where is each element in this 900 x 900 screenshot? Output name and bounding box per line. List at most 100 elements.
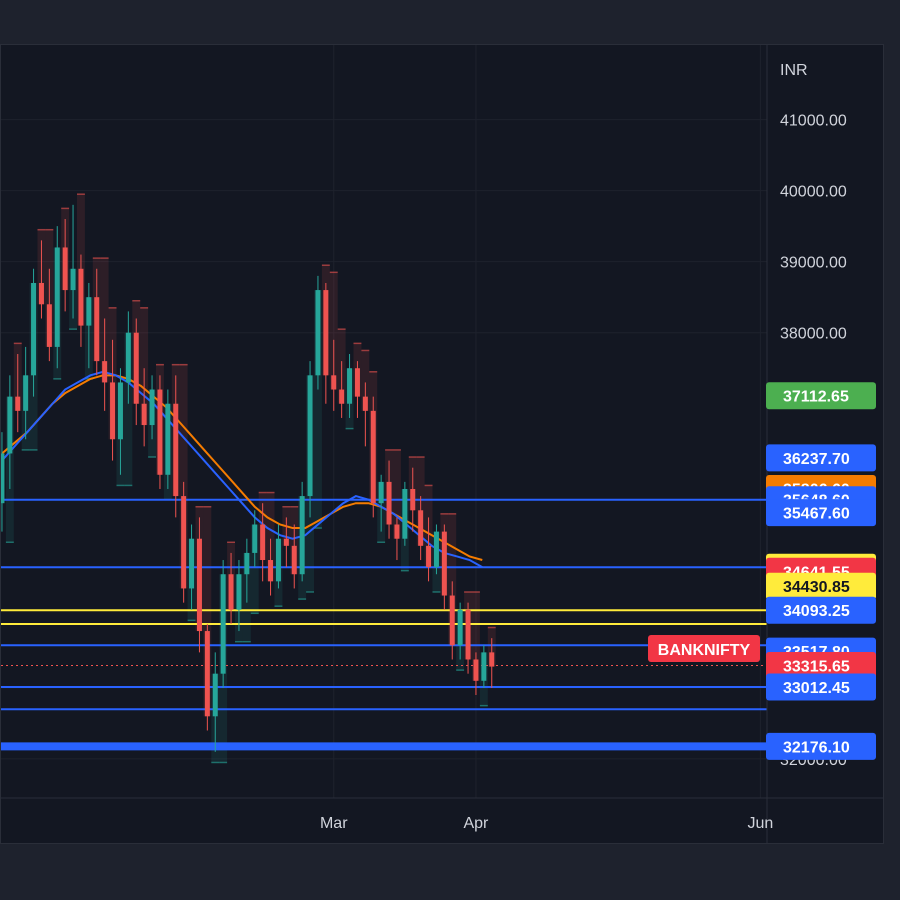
candles <box>1 204 495 752</box>
candle-body <box>228 574 234 610</box>
trail-fill <box>361 350 370 411</box>
candle-body <box>252 524 258 553</box>
candle-body <box>157 389 163 475</box>
price-tag-value: 32176.10 <box>783 739 850 756</box>
price-tag-value: 34093.25 <box>783 603 850 620</box>
trail-fill <box>124 332 133 486</box>
time-tick-label: Jun <box>747 815 773 832</box>
candle-body <box>204 631 210 717</box>
candle-body <box>362 396 368 411</box>
time-tick-label: Apr <box>463 815 489 832</box>
price-tag-bg <box>766 444 876 472</box>
trail-fill <box>448 513 457 646</box>
candle-body <box>473 659 479 681</box>
candle-body <box>299 496 305 575</box>
candle-body <box>54 247 60 347</box>
candle-body <box>426 545 432 568</box>
candle-body <box>394 524 400 539</box>
candle-body <box>133 332 139 404</box>
candle-body <box>402 488 408 539</box>
candle-body <box>220 574 226 674</box>
candle-body <box>212 673 218 717</box>
horizontal-levels <box>1 498 767 751</box>
chart-frame: 41000.0040000.0039000.0038000.0033000.00… <box>0 44 884 844</box>
candle-body <box>117 382 123 440</box>
candle-body <box>110 382 116 440</box>
symbol-tag: BANKNIFTY <box>648 635 760 662</box>
candle-body <box>386 481 392 525</box>
price-tag-value: 36237.70 <box>783 451 850 468</box>
candle-body <box>275 538 281 582</box>
ema-slow-line <box>1 374 483 561</box>
candle-body <box>260 524 266 561</box>
trail-fill <box>203 506 212 717</box>
candle-body <box>339 389 345 404</box>
price-tag-bg <box>766 673 876 701</box>
trail-fill <box>179 364 188 589</box>
ema-fast-line <box>1 370 483 568</box>
candle-body <box>433 531 439 568</box>
price-tag-bg <box>766 499 876 527</box>
price-tag-bg <box>766 651 876 679</box>
price-tag-value: 33012.45 <box>783 680 850 697</box>
candle-body <box>418 510 424 546</box>
price-tick-label: 40000.00 <box>780 184 847 201</box>
candle-body <box>410 488 416 511</box>
candle-body <box>181 496 187 589</box>
price-tag-bg <box>766 732 876 760</box>
candle-body <box>196 538 202 632</box>
candle-body <box>141 403 147 426</box>
candle-body <box>307 375 313 497</box>
moving-averages <box>1 370 483 568</box>
plot-area[interactable] <box>1 45 767 798</box>
price-tag-value: 34430.85 <box>783 579 850 596</box>
candle-body <box>78 268 84 326</box>
candle-body <box>347 368 353 404</box>
candle-body <box>449 595 455 646</box>
price-tags: 37112.6536237.7035806.6035648.6035467.60… <box>766 382 876 760</box>
candle-body <box>465 609 471 660</box>
candle-body <box>165 403 171 475</box>
symbol-tag-bg <box>648 635 760 662</box>
candle-body <box>38 282 44 305</box>
candle-body <box>62 247 68 291</box>
time-tick-label: Mar <box>320 815 348 832</box>
candle-body <box>268 560 274 582</box>
trail-fill <box>314 290 322 529</box>
candle-body <box>378 481 384 504</box>
candle-body <box>291 545 297 575</box>
price-tag-bg <box>766 382 876 410</box>
price-tick-label: 39000.00 <box>780 255 847 272</box>
price-tag-value: 33315.65 <box>783 658 850 675</box>
candle-body <box>102 361 108 383</box>
candle-body <box>86 297 92 326</box>
candle-body <box>70 268 76 291</box>
candle-body <box>15 396 21 411</box>
candle-body <box>354 368 360 397</box>
trail-fill <box>472 591 480 681</box>
price-tag-bg <box>766 572 876 600</box>
candle-body <box>481 652 487 681</box>
candle-body <box>23 375 29 411</box>
time-axis[interactable]: MarAprJunJul <box>320 815 883 832</box>
candle-body <box>31 282 37 376</box>
price-tag-value: 35467.60 <box>783 506 850 523</box>
price-tag-bg <box>766 596 876 624</box>
chart-svg[interactable]: 41000.0040000.0039000.0038000.0033000.00… <box>1 45 883 843</box>
candle-body <box>7 396 13 454</box>
trail-fill <box>329 272 338 390</box>
candle-body <box>283 538 289 546</box>
candle-body <box>46 304 52 347</box>
candle-body <box>94 297 100 362</box>
candle-body <box>189 538 195 589</box>
candle-body <box>323 290 329 376</box>
candle-body <box>489 652 495 667</box>
price-tick-label: 41000.00 <box>780 113 847 130</box>
candle-body <box>331 375 337 390</box>
candle-body <box>1 453 5 504</box>
trail-fill <box>266 492 275 582</box>
candle-body <box>441 531 447 596</box>
candle-body <box>173 403 179 497</box>
price-tag-value: 37112.65 <box>783 389 849 406</box>
trail-fill <box>140 307 149 426</box>
